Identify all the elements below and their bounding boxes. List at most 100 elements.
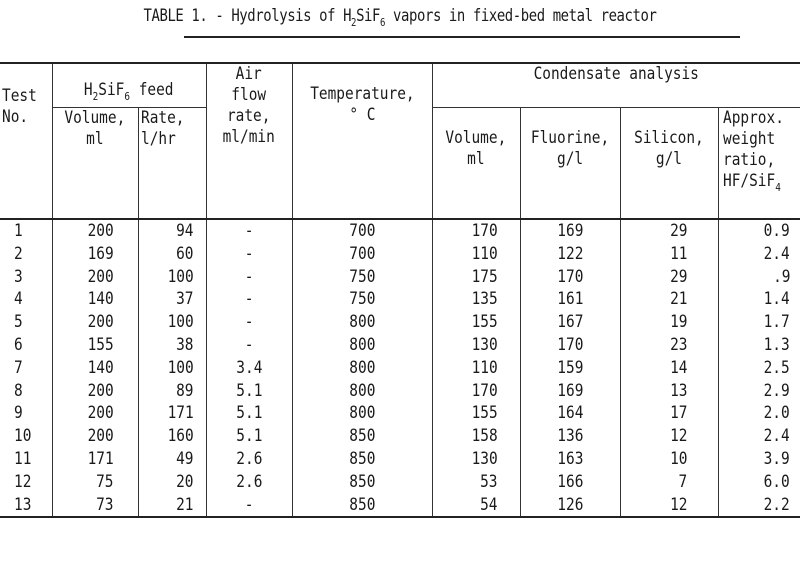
cell-silicon: 23 xyxy=(619,333,719,357)
cell-cond-volume-value: 170 xyxy=(471,380,498,401)
cell-fluorine-value: 170 xyxy=(556,334,584,355)
cell-air-flow-value: - xyxy=(244,312,254,333)
cell-temperature: 800 xyxy=(291,356,433,380)
table-row: 9 200 171 5.1 800 155 164 17 2.0 xyxy=(0,402,800,426)
cell-feed-rate-value: 21 xyxy=(176,494,194,515)
cell-fluorine-value: 136 xyxy=(556,426,584,447)
cell-fluorine: 164 xyxy=(519,402,621,426)
table-row: 11 171 49 2.6 850 130 163 10 3.9 xyxy=(0,447,800,471)
header-air-flow: Air flow rate, ml/min xyxy=(205,62,293,220)
cell-fluorine: 163 xyxy=(519,447,621,471)
header-temperature: Temperature, ° C xyxy=(291,62,433,220)
cell-air-flow-value: 5.1 xyxy=(235,426,263,447)
header-fluorine-line2: g/l xyxy=(556,149,584,169)
cell-feed-rate-value: 100 xyxy=(167,312,194,333)
cell-temperature-value: 850 xyxy=(348,448,376,469)
cell-air-flow: - xyxy=(205,265,293,289)
cell-fluorine-value: 169 xyxy=(556,380,584,401)
cell-temperature: 850 xyxy=(291,447,433,471)
cell-air-flow: 5.1 xyxy=(205,402,293,426)
cell-cond-volume: 170 xyxy=(431,219,521,243)
cell-temperature-value: 800 xyxy=(348,403,376,424)
cell-feed-volume-value: 171 xyxy=(87,448,114,469)
cell-feed-rate: 37 xyxy=(137,288,207,312)
header-cond-volume: Volume, ml xyxy=(431,107,521,220)
cell-silicon: 10 xyxy=(619,447,719,471)
cell-cond-volume: 130 xyxy=(431,333,521,357)
cell-test-no-value: 7 xyxy=(14,357,23,378)
cell-temperature: 850 xyxy=(291,493,433,519)
cell-silicon-value: 29 xyxy=(670,266,688,287)
cell-feed-rate: 89 xyxy=(137,379,207,403)
cell-temperature-value: 750 xyxy=(348,266,376,287)
cell-feed-rate: 160 xyxy=(137,425,207,448)
cell-feed-volume-value: 200 xyxy=(87,380,114,401)
header-feed-volume-line2: ml xyxy=(86,129,104,149)
cell-feed-rate: 21 xyxy=(137,493,207,519)
cell-temperature: 800 xyxy=(291,333,433,357)
cell-weight-ratio-value: 1.7 xyxy=(763,312,791,333)
cell-air-flow-value: 2.6 xyxy=(235,471,263,492)
cell-feed-volume-value: 200 xyxy=(87,221,114,241)
header-air-line2: flow xyxy=(231,85,267,105)
cell-fluorine-value: 170 xyxy=(556,266,584,287)
cell-feed-rate-value: 171 xyxy=(167,403,194,424)
cell-test-no-value: 10 xyxy=(14,426,32,447)
title-subscript-f: 6 xyxy=(380,16,386,29)
cell-feed-volume-value: 155 xyxy=(87,334,114,355)
header-ratio-line3: ratio, xyxy=(722,150,775,170)
header-temp-line1: Temperature, xyxy=(309,84,415,104)
cell-fluorine: 159 xyxy=(519,356,621,380)
header-row-1: Test No. H2SiF6 feed Air flow rate, ml/min T… xyxy=(0,62,800,220)
cell-fluorine-value: 169 xyxy=(556,221,584,241)
cell-fluorine-value: 163 xyxy=(556,448,584,469)
cell-feed-volume-value: 200 xyxy=(87,403,114,424)
cell-weight-ratio-value: 1.3 xyxy=(763,334,791,355)
cell-feed-volume: 200 xyxy=(51,311,139,334)
cell-test-no-value: 6 xyxy=(14,334,23,355)
cell-feed-rate-value: 37 xyxy=(176,289,194,310)
cell-silicon-value: 19 xyxy=(670,312,688,333)
cell-feed-rate-value: 100 xyxy=(167,357,194,378)
header-ratio-line1: Approx. xyxy=(722,108,784,128)
cell-silicon-value: 13 xyxy=(670,380,688,401)
cell-feed-volume: 200 xyxy=(51,402,139,426)
cell-cond-volume: 158 xyxy=(431,425,521,448)
table-row: 12 75 20 2.6 850 53 166 7 6.0 xyxy=(0,470,800,494)
cell-test-no-value: 11 xyxy=(14,448,32,469)
cell-air-flow-value: 2.6 xyxy=(235,448,263,469)
cell-cond-volume: 130 xyxy=(431,447,521,471)
cell-temperature: 800 xyxy=(291,402,433,426)
cell-fluorine: 169 xyxy=(519,219,621,243)
cell-feed-rate: 171 xyxy=(137,402,207,426)
cell-temperature-value: 750 xyxy=(348,289,376,310)
header-feed-h: H xyxy=(84,80,93,100)
title-text-suffix: vapors in fixed-bed metal reactor xyxy=(385,6,657,26)
cell-weight-ratio-value: 2.9 xyxy=(763,380,791,401)
header-silicon-line2: g/l xyxy=(655,149,683,169)
cell-cond-volume-value: 135 xyxy=(471,289,498,310)
cell-cond-volume: 110 xyxy=(431,242,521,266)
cell-silicon: 21 xyxy=(619,288,719,312)
cell-air-flow: 5.1 xyxy=(205,425,293,448)
cell-air-flow: - xyxy=(205,219,293,243)
cell-weight-ratio-value: 2.4 xyxy=(763,426,791,447)
cell-feed-volume: 200 xyxy=(51,425,139,448)
table-row: 3 200 100 - 750 175 170 29 .9 xyxy=(0,265,800,289)
cell-feed-rate: 38 xyxy=(137,333,207,357)
title-underline xyxy=(184,36,740,38)
cell-feed-volume: 200 xyxy=(51,265,139,289)
cell-weight-ratio: .9 xyxy=(717,265,800,289)
header-ratio-sub: 4 xyxy=(774,181,781,194)
cell-test-no-value: 13 xyxy=(14,494,32,515)
cell-silicon-value: 29 xyxy=(670,221,688,241)
table-title: TABLE 1. - Hydrolysis of H2SiF6 vapors i… xyxy=(72,6,728,29)
cell-cond-volume: 155 xyxy=(431,311,521,334)
cell-weight-ratio-value: 2.2 xyxy=(763,494,791,515)
cell-temperature: 750 xyxy=(291,265,433,289)
cell-feed-rate-value: 38 xyxy=(176,334,194,355)
title-text-mid: SiF xyxy=(356,6,381,26)
cell-test-no: 11 xyxy=(0,447,53,471)
cell-silicon: 11 xyxy=(619,242,719,266)
table-body: 1 200 94-700 170 169 29 0.9 2 169 60-700 110 122 11 2… xyxy=(0,219,800,519)
